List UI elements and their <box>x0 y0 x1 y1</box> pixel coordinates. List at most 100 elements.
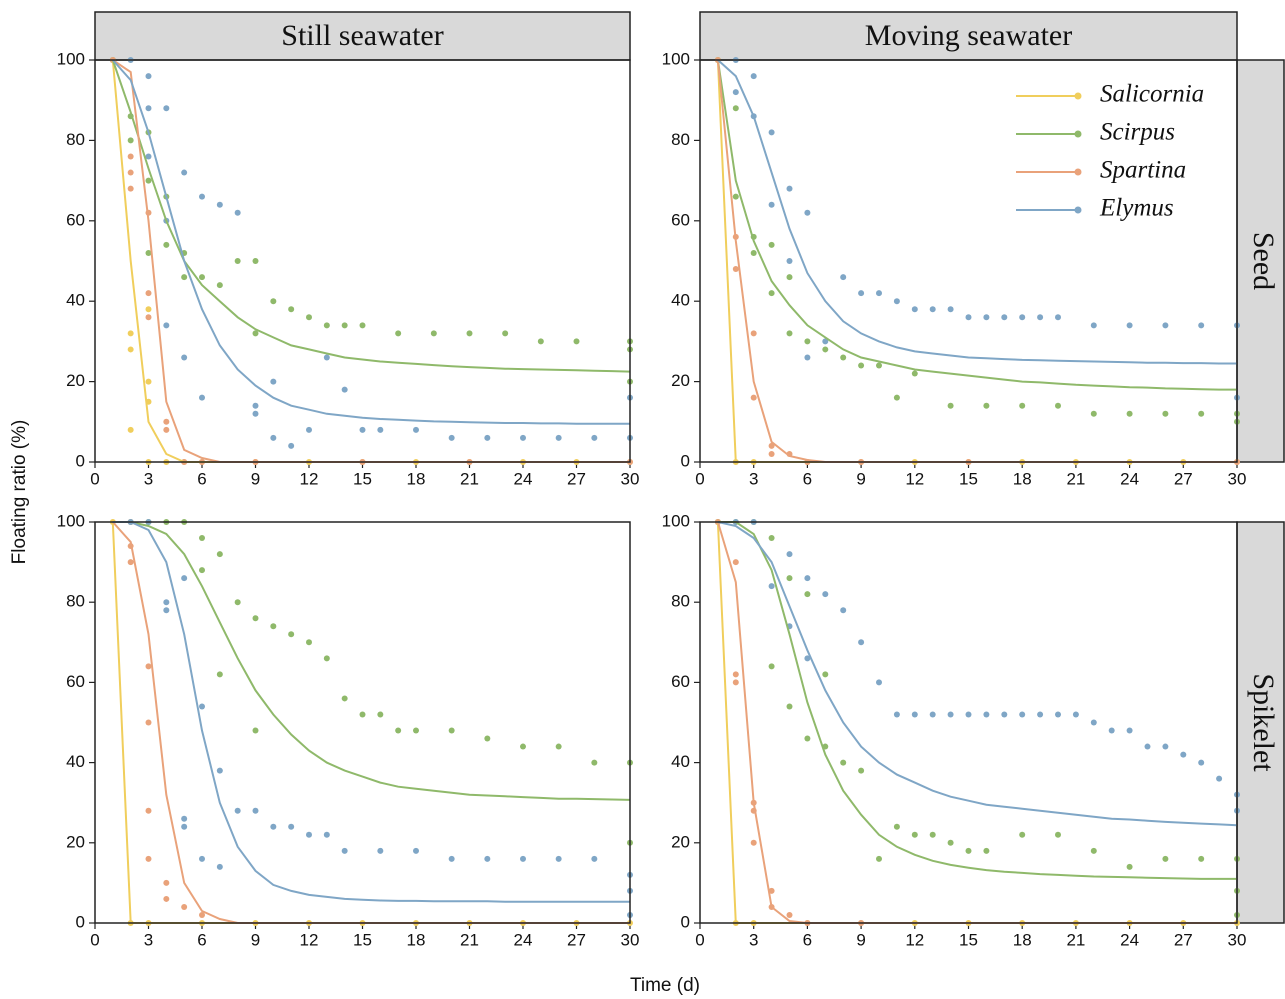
data-point <box>252 615 259 622</box>
x-tick-label: 9 <box>251 469 260 488</box>
data-point <box>1198 410 1205 417</box>
y-tick-label: 100 <box>662 511 690 530</box>
x-axis-label: Time (d) <box>630 975 700 996</box>
data-point <box>163 418 170 425</box>
data-point <box>199 911 205 918</box>
y-tick-label: 0 <box>681 451 690 470</box>
x-tick-label: 12 <box>905 469 924 488</box>
x-tick-label: 18 <box>1013 930 1032 949</box>
data-point <box>199 274 205 281</box>
x-tick-label: 12 <box>300 930 319 949</box>
legend-label: Spartina <box>1100 157 1186 184</box>
x-tick-label: 6 <box>803 469 812 488</box>
x-tick-label: 3 <box>749 930 758 949</box>
x-tick-label: 6 <box>197 930 206 949</box>
data-point <box>876 855 882 862</box>
data-point <box>732 679 739 686</box>
fit-curve <box>112 521 631 801</box>
data-point <box>1162 322 1169 329</box>
data-point <box>1090 410 1097 417</box>
data-point <box>768 535 775 542</box>
y-tick-label: 100 <box>57 49 85 68</box>
data-point <box>768 450 775 457</box>
data-point <box>270 298 277 305</box>
data-point <box>768 241 775 248</box>
data-point <box>591 759 598 766</box>
data-point <box>252 258 259 264</box>
data-point <box>732 559 739 566</box>
y-tick-label: 20 <box>671 832 690 851</box>
data-point <box>484 434 491 441</box>
x-tick-label: 18 <box>1013 469 1032 488</box>
data-point <box>181 815 188 822</box>
data-point <box>288 823 295 830</box>
plot-frame <box>699 59 1238 463</box>
data-point <box>163 599 170 606</box>
y-tick-label: 80 <box>671 592 690 611</box>
data-point <box>199 567 205 574</box>
data-point <box>270 823 277 830</box>
data-point <box>858 767 865 774</box>
data-point <box>1162 855 1169 862</box>
x-tick-label: 30 <box>621 469 640 488</box>
data-point <box>127 185 134 192</box>
data-point <box>270 623 277 630</box>
data-point <box>1072 711 1079 718</box>
x-tick-label: 9 <box>251 930 260 949</box>
data-point <box>448 434 455 441</box>
data-point <box>858 290 865 297</box>
fit-curve <box>717 521 1238 827</box>
x-tick-label: 0 <box>90 469 99 488</box>
data-point <box>127 426 134 433</box>
x-tick-label: 15 <box>353 930 372 949</box>
data-point <box>216 282 223 289</box>
data-point <box>965 314 972 321</box>
x-tick-label: 27 <box>567 469 586 488</box>
y-tick-label: 20 <box>66 832 85 851</box>
data-point <box>1055 711 1061 718</box>
fit-curve <box>112 521 630 903</box>
data-point <box>163 879 170 886</box>
data-point <box>199 703 205 710</box>
data-point <box>430 330 437 337</box>
x-tick-label: 3 <box>749 469 758 488</box>
data-point <box>786 911 793 918</box>
x-tick-label: 27 <box>1174 469 1193 488</box>
data-point <box>750 839 757 846</box>
data-point <box>786 185 793 192</box>
data-point <box>1019 831 1026 838</box>
data-point <box>804 735 811 742</box>
data-point <box>876 679 882 686</box>
data-point <box>750 330 757 337</box>
x-tick-label: 21 <box>1066 930 1085 949</box>
data-point <box>804 655 811 662</box>
data-point <box>732 266 739 273</box>
row-strip <box>1236 59 1285 463</box>
legend-label: Elymus <box>1099 195 1174 222</box>
data-point <box>181 903 188 910</box>
data-point <box>840 607 847 614</box>
data-point <box>145 314 152 321</box>
data-point <box>359 711 366 718</box>
data-point <box>983 711 990 718</box>
data-point <box>448 727 455 734</box>
data-point <box>911 306 918 313</box>
data-point <box>199 193 205 200</box>
data-point <box>377 847 384 854</box>
legend-label: Salicornia <box>1100 81 1204 108</box>
data-point <box>199 394 205 401</box>
row-label: Seed <box>1247 232 1280 290</box>
data-point <box>768 663 775 670</box>
data-point <box>1180 751 1187 758</box>
data-point <box>181 575 188 582</box>
data-point <box>804 209 811 216</box>
x-tick-label: 0 <box>90 930 99 949</box>
x-tick-label: 12 <box>905 930 924 949</box>
data-point <box>750 249 757 256</box>
x-tick-label: 6 <box>803 930 812 949</box>
y-tick-label: 80 <box>66 130 85 149</box>
data-point <box>145 290 152 297</box>
data-point <box>804 575 811 582</box>
data-point <box>1037 711 1044 718</box>
data-point <box>484 855 491 862</box>
